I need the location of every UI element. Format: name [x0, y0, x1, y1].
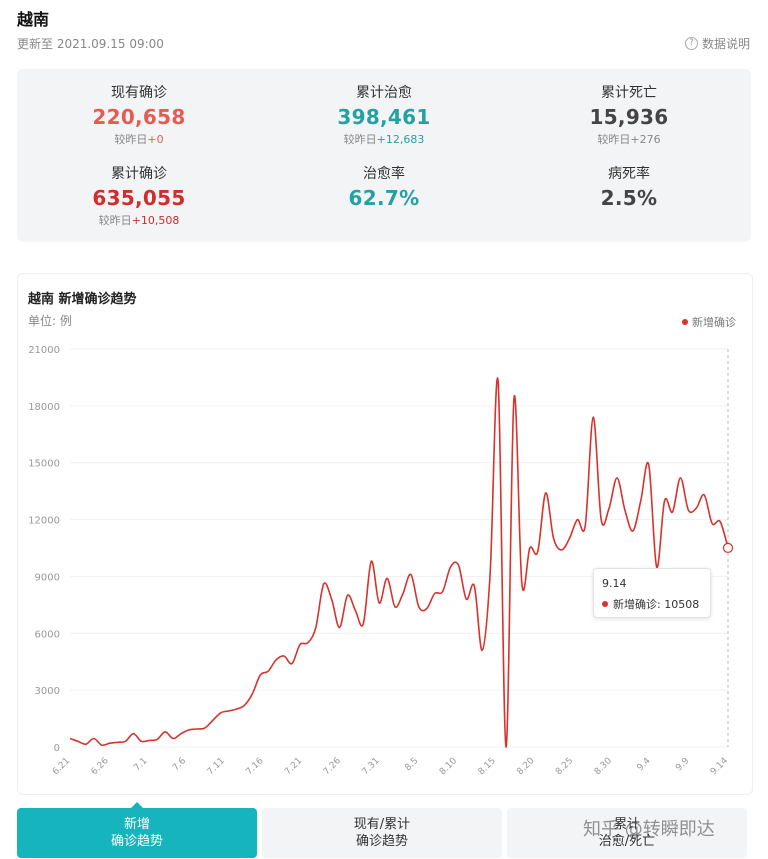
y-tick-label: 12000	[28, 516, 60, 527]
x-tick-label: 8.5	[403, 756, 420, 773]
stat-value: 635,055	[92, 186, 186, 210]
x-tick-label: 7.16	[244, 756, 265, 777]
stat-label: 累计确诊	[111, 166, 167, 182]
tab-current-total-trend[interactable]: 现有/累计 确诊趋势	[262, 808, 502, 858]
stat-label: 病死率	[608, 166, 650, 182]
chart-title: 越南 新增确诊趋势	[28, 292, 137, 307]
x-tick-label: 8.15	[477, 756, 498, 777]
tooltip-value: 新增确诊: 10508	[613, 598, 700, 611]
tab-line2: 确诊趋势	[355, 834, 408, 849]
x-tick-label: 7.21	[283, 756, 304, 777]
stat-fatality-rate: 病死率 2.5%	[507, 163, 751, 210]
x-tick-label: 7.26	[322, 756, 343, 777]
x-tick-label: 7.31	[361, 756, 382, 777]
x-tick-label: 7.11	[206, 756, 227, 777]
tooltip-dot-icon	[602, 601, 608, 607]
stat-label: 累计死亡	[601, 85, 657, 101]
tab-line1: 累计	[613, 817, 640, 832]
stat-total-recovered: 累计治愈 398,461 较昨日+12,683	[262, 82, 506, 147]
trend-chart-card: 越南 新增确诊趋势 单位: 例 新增确诊 0 3000 6000 9000 12000 1…	[17, 273, 753, 795]
stat-delta: 较昨日+276	[597, 133, 661, 146]
stats-panel: 现有确诊 220,658 较昨日+0 累计治愈 398,461 较昨日+12,6…	[17, 69, 751, 242]
update-time: 更新至 2021.09.15 09:00	[17, 37, 164, 51]
tab-line2: 治愈/死亡	[598, 834, 656, 849]
y-tick-label: 9000	[35, 572, 60, 583]
x-tick-label: 9.4	[636, 756, 653, 773]
data-explanation-label: 数据说明	[701, 37, 750, 51]
page-title: 越南	[17, 10, 50, 29]
y-tick-label: 21000	[28, 345, 60, 356]
tab-line1: 新增	[123, 817, 150, 832]
stat-total-deaths: 累计死亡 15,936 较昨日+276	[507, 82, 751, 147]
stat-value: 15,936	[589, 105, 669, 129]
stat-delta: 较昨日+0	[114, 133, 164, 146]
x-tick-label: 6.26	[90, 756, 111, 777]
x-tick-label: 7.6	[171, 756, 188, 773]
tooltip-row: 新增确诊: 10508	[602, 596, 699, 612]
stat-total-confirmed: 累计确诊 635,055 较昨日+10,508	[17, 163, 261, 228]
y-tick-label: 18000	[28, 402, 60, 413]
y-tick-label: 0	[54, 743, 60, 754]
tab-new-confirmed-trend[interactable]: 新增 确诊趋势	[17, 802, 257, 858]
x-tick-label: 8.25	[554, 756, 575, 777]
stat-label: 治愈率	[363, 166, 405, 182]
chart-legend[interactable]: 新增确诊	[682, 314, 736, 330]
x-tick-label: 6.21	[51, 756, 72, 777]
stat-label: 累计治愈	[356, 85, 412, 101]
stat-current-confirmed: 现有确诊 220,658 较昨日+0	[17, 82, 261, 147]
stat-value: 62.7%	[348, 186, 420, 210]
question-circle-icon: ?	[684, 37, 698, 50]
stat-value: 398,461	[337, 105, 431, 129]
tab-recovered-deaths-trend[interactable]: 累计 治愈/死亡	[507, 808, 747, 858]
active-tab-pointer	[131, 802, 143, 808]
highlight-point	[722, 542, 734, 553]
y-tick-label: 15000	[28, 459, 60, 470]
stat-delta: 较昨日+10,508	[98, 214, 180, 227]
y-tick-label: 6000	[35, 629, 60, 640]
series-line-new-confirmed	[69, 377, 729, 748]
stat-label: 现有确诊	[111, 85, 167, 101]
data-explanation-link[interactable]: ? 数据说明	[684, 35, 750, 52]
stat-delta: 较昨日+12,683	[343, 133, 425, 146]
legend-label: 新增确诊	[692, 316, 736, 329]
x-tick-label: 8.10	[438, 756, 459, 777]
chart-unit: 单位: 例	[28, 314, 72, 328]
x-tick-label: 9.9	[674, 756, 691, 773]
x-tick-label: 8.20	[515, 756, 536, 777]
tab-line2: 确诊趋势	[110, 834, 163, 849]
line-chart[interactable]: 0 3000 6000 9000 12000 15000 18000 21000 6.21 6.2…	[18, 274, 752, 794]
y-tick-label: 3000	[35, 686, 60, 697]
watermark: 知乎 @转瞬即达	[583, 819, 715, 840]
stat-value: 220,658	[92, 105, 186, 129]
x-tick-label: 7.1	[132, 756, 149, 773]
stat-value: 2.5%	[600, 186, 658, 210]
stat-recovery-rate: 治愈率 62.7%	[262, 163, 506, 210]
chart-tooltip: 9.14 新增确诊: 10508	[593, 568, 711, 618]
x-tick-label: 9.14	[709, 756, 730, 777]
legend-dot-icon	[682, 319, 688, 325]
chart-tabs: 新增 确诊趋势 现有/累计 确诊趋势 累计 治愈/死亡	[17, 802, 751, 858]
tooltip-date: 9.14	[602, 577, 627, 590]
tab-line1: 现有/累计	[353, 817, 411, 832]
x-tick-label: 8.30	[593, 756, 614, 777]
